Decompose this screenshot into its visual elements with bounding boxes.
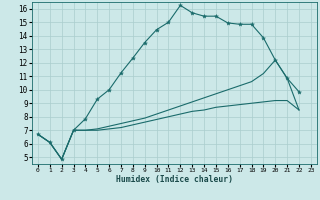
X-axis label: Humidex (Indice chaleur): Humidex (Indice chaleur) — [116, 175, 233, 184]
